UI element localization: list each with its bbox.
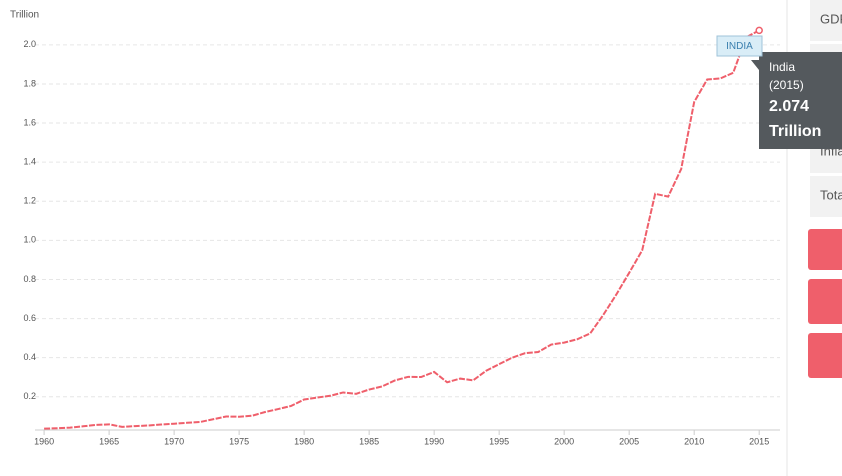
- y-tick-label: 0.6: [23, 313, 36, 323]
- y-tick-label: 1.8: [23, 78, 36, 88]
- button[interactable]: [808, 279, 842, 324]
- y-tick-label: 0.8: [23, 274, 36, 284]
- x-tick-label: 1960: [34, 436, 54, 446]
- highlight-marker: [755, 26, 763, 35]
- x-tick-label: 1995: [489, 436, 509, 446]
- sidebar-item-bg: [810, 0, 842, 41]
- end-label: INDIA: [726, 41, 753, 52]
- x-tick-label: 1975: [229, 436, 249, 446]
- tooltip: India (2015) 2.074 Trillion: [751, 52, 842, 149]
- tooltip-box: [751, 52, 842, 149]
- y-tick-label: 0.2: [23, 391, 36, 401]
- sidebar-item-bg: [810, 176, 842, 217]
- tooltip-period: (2015): [769, 78, 804, 92]
- y-tick-label: 0.4: [23, 352, 36, 362]
- x-tick-label: 1990: [424, 436, 444, 446]
- x-tick-label: 1965: [99, 436, 119, 446]
- x-tick-label: 1970: [164, 436, 184, 446]
- sidebar-item: Total: [820, 187, 842, 202]
- x-tick-label: 1980: [294, 436, 314, 446]
- x-tick-label: 1985: [359, 436, 379, 446]
- x-tick-label: 2000: [554, 436, 574, 446]
- x-tick-label: 2015: [749, 436, 769, 446]
- x-tick-label: 2005: [619, 436, 639, 446]
- button[interactable]: [808, 333, 842, 378]
- y-tick-label: 1.0: [23, 235, 36, 245]
- line: [44, 29, 760, 430]
- button[interactable]: [808, 229, 842, 270]
- y-tick-label: 1.6: [23, 117, 36, 127]
- y-tick-label: 2.0: [23, 39, 36, 49]
- tooltip-series: India: [769, 60, 795, 74]
- end-label-box: [716, 35, 763, 57]
- y-tick-label: 1.2: [23, 196, 36, 206]
- y-axis-label: Trillion: [10, 10, 39, 21]
- tooltip-unit: Trillion: [769, 123, 821, 140]
- sidebar-item: GDP: [820, 11, 842, 26]
- tooltip-value: 2.074: [769, 98, 809, 115]
- plot: 0.2 0.4 0.6 0.8 1.0 1.2 1.4 1.6 1.8 2.0 1960 1965 19…: [23, 26, 780, 446]
- y-tick-label: 1.4: [23, 157, 36, 167]
- x-tick-label: 2010: [684, 436, 704, 446]
